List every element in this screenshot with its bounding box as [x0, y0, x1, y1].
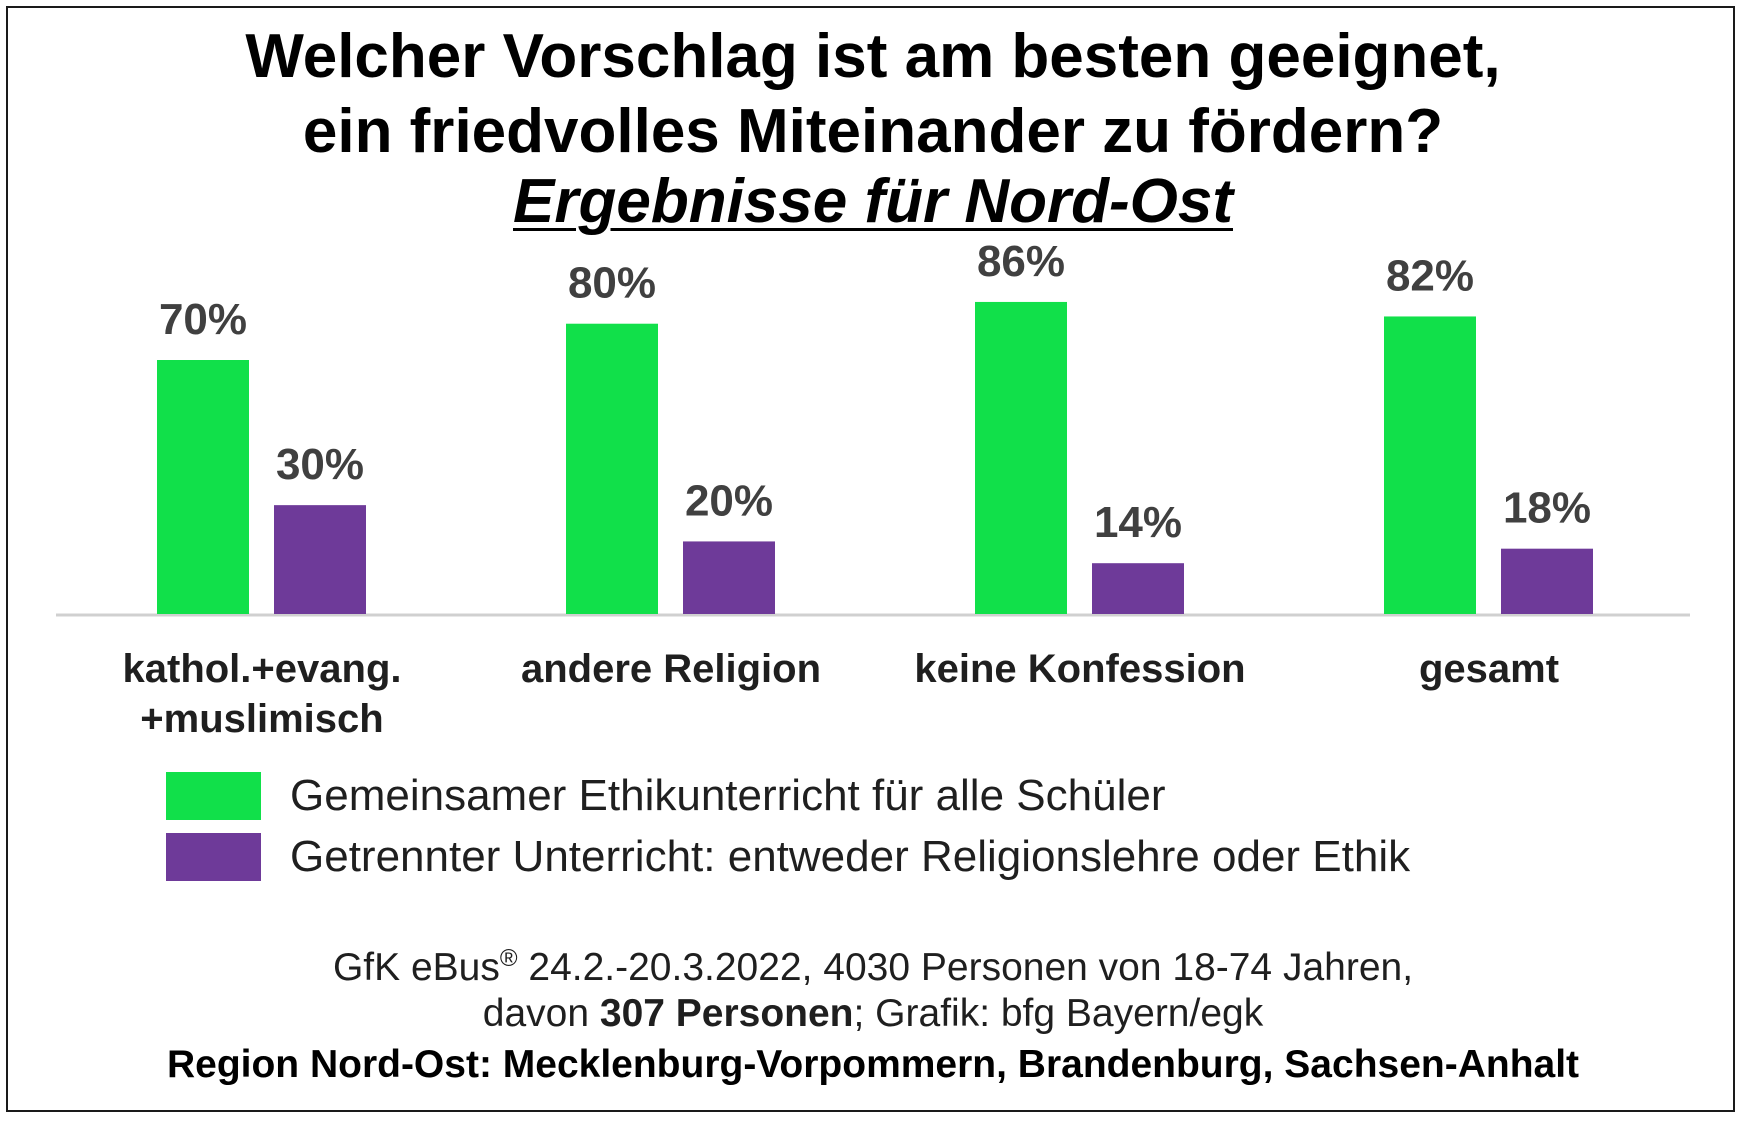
footer-sample-count: 307 Personen	[599, 992, 854, 1035]
data-label-series-1-cat-3: 86%	[977, 237, 1065, 286]
bar-series-1-cat-3	[975, 301, 1067, 614]
chart-subtitle: Ergebnisse für Nord-Ost	[513, 167, 1233, 236]
chart-title-line-1: Welcher Vorschlag ist am besten geeignet…	[245, 22, 1501, 91]
legend-swatch-green	[166, 772, 261, 820]
data-label-series-1-cat-1: 70%	[159, 295, 247, 344]
legend-label-getrennt: Getrennter Unterricht: entweder Religion…	[290, 832, 1411, 881]
chart-frame	[6, 6, 1735, 1112]
footer-sample-line: davon 307 Personen; Grafik: bfg Bayern/e…	[0, 989, 1746, 1039]
data-label-series-1-cat-4: 82%	[1386, 251, 1474, 300]
data-label-series-2-cat-1: 30%	[276, 440, 364, 489]
data-label-series-2-cat-2: 20%	[685, 476, 773, 525]
data-label-series-1-cat-2: 80%	[568, 259, 656, 308]
category-label-2: andere Religion	[520, 647, 822, 691]
footer-region-line: Region Nord-Ost: Mecklenburg-Vorpommern,…	[166, 1043, 1580, 1086]
chart-title-line-2: ein friedvolles Miteinander zu fördern?	[302, 97, 1444, 166]
footer-sample-prefix: davon	[482, 992, 600, 1035]
footer-source-rest: 24.2.-20.3.2022, 4030 Personen von 18-74…	[517, 946, 1414, 989]
category-label-3: keine Konfession	[914, 647, 1246, 691]
legend-swatch-purple	[166, 833, 261, 881]
data-label-series-2-cat-4: 18%	[1503, 484, 1591, 533]
bar-series-2-cat-3	[1092, 563, 1184, 614]
footer-source-line: GfK eBus® 24.2.-20.3.2022, 4030 Personen…	[0, 934, 1746, 993]
footer-source-prefix: GfK eBus	[332, 946, 500, 989]
bar-series-1-cat-1	[157, 360, 249, 614]
registered-mark: ®	[499, 945, 518, 972]
bar-series-2-cat-2	[683, 541, 775, 614]
legend-label-gemeinsam: Gemeinsamer Ethikunterricht für alle Sch…	[290, 771, 1166, 820]
bar-series-1-cat-4	[1384, 316, 1476, 614]
bar-series-2-cat-4	[1501, 548, 1593, 614]
category-label-1: kathol.+evang. +muslimisch	[122, 647, 402, 741]
bar-series-2-cat-1	[274, 505, 366, 614]
category-label-4: gesamt	[1418, 647, 1560, 691]
bar-series-1-cat-2	[566, 323, 658, 614]
footer-sample-rest: ; Grafik: bfg Bayern/egk	[853, 992, 1264, 1035]
data-label-series-2-cat-3: 14%	[1094, 498, 1182, 547]
